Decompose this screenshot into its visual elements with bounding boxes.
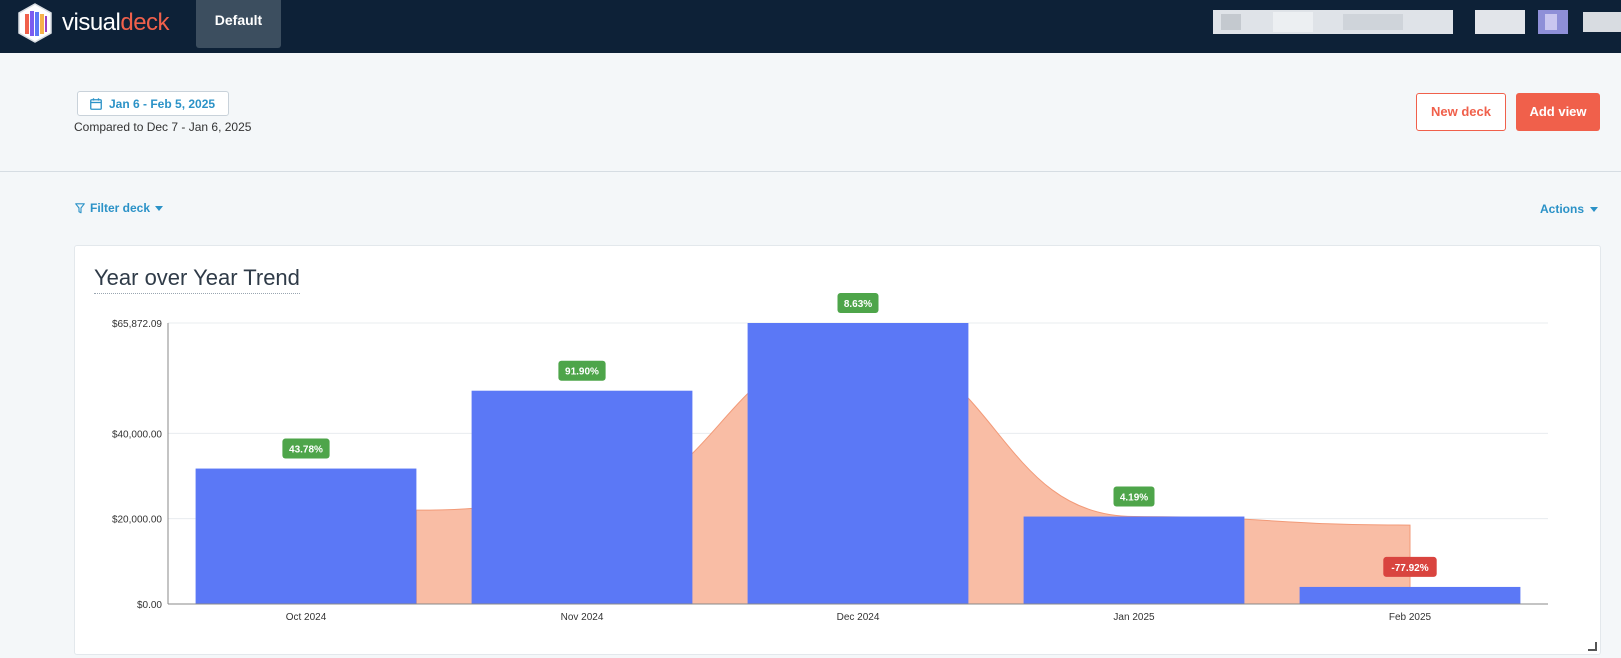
- brand-name[interactable]: visualdeck: [62, 9, 170, 37]
- new-deck-button[interactable]: New deck: [1416, 93, 1506, 131]
- calendar-icon: [90, 97, 102, 110]
- filter-icon: [75, 202, 85, 213]
- change-badge-label: 4.19%: [1120, 493, 1148, 504]
- top-navbar: visualdeck Default: [0, 0, 1621, 53]
- y-tick-label: $0.00: [137, 600, 162, 611]
- y-tick-label: $65,872.09: [112, 319, 162, 330]
- change-badge: [1113, 486, 1155, 507]
- change-badge-label: -77.92%: [1391, 563, 1428, 574]
- actions-dropdown[interactable]: Actions: [1540, 202, 1599, 216]
- change-badge: [282, 438, 330, 459]
- bar: [195, 468, 417, 604]
- change-badge-label: 8.63%: [844, 299, 872, 310]
- chevron-down-icon: [1590, 206, 1599, 212]
- chart-title[interactable]: Year over Year Trend: [94, 265, 300, 294]
- change-badge-label: 43.78%: [289, 445, 323, 456]
- x-tick-label: Dec 2024: [837, 612, 880, 623]
- x-tick-label: Feb 2025: [1389, 612, 1432, 623]
- filter-deck-label: Filter deck: [90, 201, 151, 215]
- bar: [747, 323, 969, 604]
- comparison-range-text: Compared to Dec 7 - Jan 6, 2025: [74, 120, 252, 134]
- add-view-button[interactable]: Add view: [1516, 93, 1600, 131]
- change-badge: [1383, 556, 1437, 577]
- change-badge: [558, 360, 606, 381]
- chevron-down-icon: [155, 205, 164, 211]
- bar: [471, 390, 693, 604]
- y-tick-label: $20,000.00: [112, 515, 162, 526]
- brand-name-part2: deck: [120, 9, 170, 36]
- account-info-redacted[interactable]: [1213, 10, 1621, 34]
- tab-default[interactable]: Default: [196, 0, 281, 48]
- bar: [1023, 516, 1245, 604]
- deck-header: [0, 53, 1621, 172]
- brand-name-part1: visual: [62, 9, 121, 36]
- x-tick-label: Oct 2024: [286, 612, 327, 623]
- x-tick-label: Jan 2025: [1113, 612, 1155, 623]
- y-tick-label: $40,000.00: [112, 429, 162, 440]
- resize-handle-icon[interactable]: [1588, 642, 1597, 651]
- change-badge: [837, 293, 879, 313]
- date-range-picker[interactable]: Jan 6 - Feb 5, 2025: [77, 91, 229, 116]
- visualdeck-logo-icon[interactable]: [16, 2, 54, 44]
- filter-deck-dropdown[interactable]: Filter deck: [75, 201, 164, 215]
- actions-label: Actions: [1540, 202, 1585, 216]
- bar: [1299, 586, 1521, 604]
- x-tick-label: Nov 2024: [561, 612, 604, 623]
- date-range-label: Jan 6 - Feb 5, 2025: [109, 96, 216, 111]
- change-badge-label: 91.90%: [565, 367, 599, 378]
